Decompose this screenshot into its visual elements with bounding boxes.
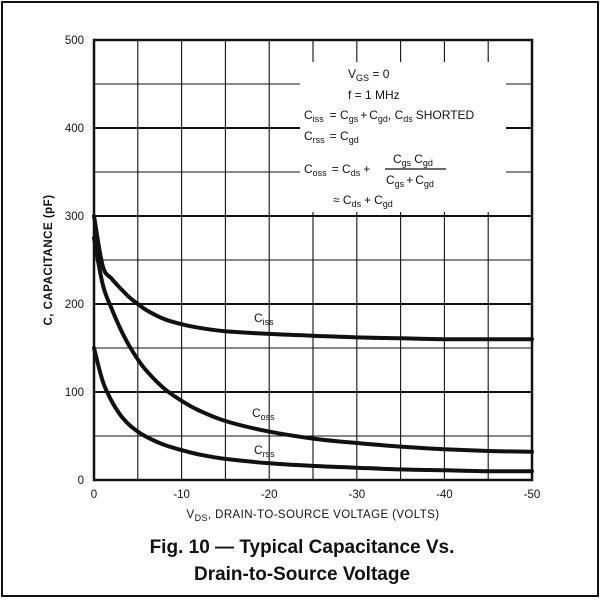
annotation-fraction-numerator: Cgs Cgd: [393, 152, 433, 168]
series-label-coss: Coss: [252, 406, 275, 422]
y-tick-labels: 0 100 200 300 400 500: [65, 35, 84, 487]
x-tick-label: -10: [173, 489, 190, 501]
annotation-vgs: VGS = 0: [348, 67, 390, 83]
y-tick-label: 100: [65, 387, 84, 399]
series-label-ciss: Ciss: [254, 311, 274, 327]
annotation-coss: Coss = Cds +: [304, 162, 370, 178]
x-tick-label: -40: [436, 489, 453, 501]
capacitance-chart: 0 100 200 300 400 500 0 -10 -20 -30 -40 -50 C, CAP…: [43, 35, 541, 523]
x-tick-label: -20: [261, 489, 278, 501]
figure-caption-line-1: Fig. 10 — Typical Capacitance Vs.: [149, 537, 455, 558]
y-tick-label: 0: [78, 475, 84, 487]
plot-area-border: [92, 38, 534, 482]
annotation-crss: Crss = Cgd: [304, 129, 359, 145]
y-tick-label: 200: [65, 299, 84, 311]
annotation-fraction-denominator: Cgs + Cgd: [386, 173, 434, 189]
series-line-ciss: [92, 214, 534, 342]
x-tick-labels: 0 -10 -20 -30 -40 -50: [91, 489, 541, 501]
y-tick-label: 500: [65, 35, 84, 47]
series-line-crss: [92, 346, 534, 474]
y-axis-label: C, CAPACITANCE (pF): [43, 194, 55, 325]
y-tick-label: 300: [65, 211, 84, 223]
conditions-annotation: VGS = 0 f = 1 MHz Ciss = Cgs + Cgd, Cds SHOR…: [300, 62, 506, 212]
x-tick-label: -30: [348, 489, 365, 501]
x-axis-label: VDS, DRAIN-TO-SOURCE VOLTAGE (VOLTS): [187, 509, 440, 523]
y-tick-label: 400: [65, 123, 84, 135]
series-label-crss: Crss: [254, 443, 275, 459]
x-tick-label: 0: [91, 489, 97, 501]
series-line-coss: [92, 236, 534, 454]
figure-caption-line-2: Drain-to-Source Voltage: [193, 564, 411, 585]
annotation-ciss: Ciss = Cgs + Cgd, Cds SHORTED: [304, 108, 475, 124]
series-lines: [92, 214, 534, 474]
annotation-approx: ≈ Cds + Cgd: [333, 193, 393, 209]
annotation-frequency: f = 1 MHz: [348, 88, 400, 102]
x-tick-label: -50: [524, 489, 541, 501]
